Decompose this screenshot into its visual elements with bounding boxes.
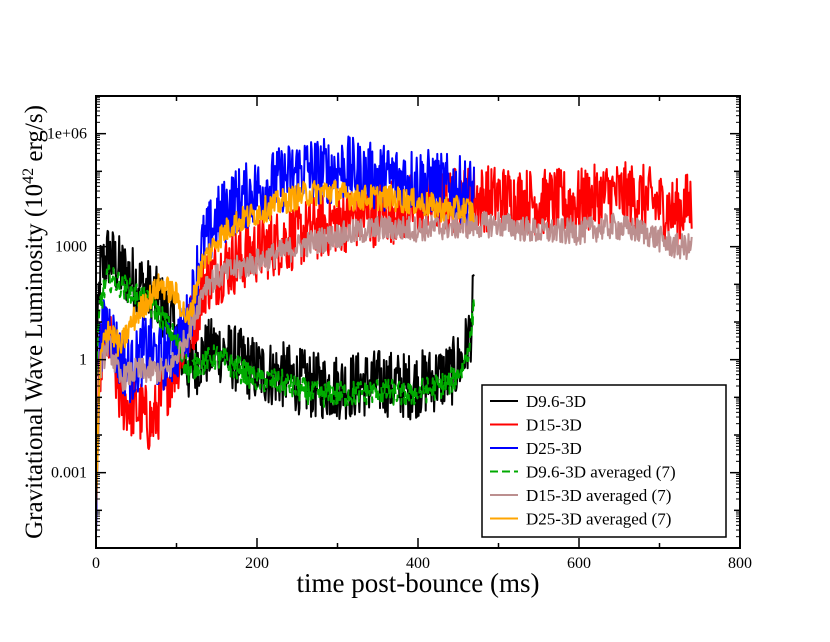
legend-label-3: D9.6-3D averaged (7) (526, 463, 676, 482)
y-axis-label-tail: erg/s) (21, 105, 48, 168)
x-tick-label: 200 (245, 555, 269, 572)
y-axis-label-exponent: 42 (20, 168, 37, 184)
legend-label-0: D9.6-3D (526, 392, 586, 411)
y-tick-label: 0.001 (51, 465, 87, 482)
y-axis-label: Gravitational Wave Luminosity (1042 erg/… (20, 105, 48, 539)
x-axis-label: time post-bounce (ms) (297, 568, 540, 598)
x-tick-label: 600 (567, 555, 591, 572)
series-line-3 (96, 264, 475, 408)
legend-box (481, 384, 727, 538)
y-axis: 0.001 1 1000 1e+06 (47, 95, 740, 549)
y-tick-label: 1 (79, 352, 87, 369)
x-tick-label: 0 (92, 555, 100, 572)
x-tick-label: 400 (406, 555, 430, 572)
legend-label-2: D25-3D (526, 439, 582, 458)
y-tick-label: 1e+06 (47, 126, 87, 143)
series-line-5 (96, 180, 475, 507)
legend: D9.6-3D D15-3D D25-3D D9.6-3D averaged (7) D… (481, 384, 727, 538)
x-tick-label: 800 (728, 555, 752, 572)
series-layer (96, 135, 693, 534)
y-tick-label: 1000 (55, 239, 87, 256)
x-axis: 0 200 400 600 800 (92, 96, 752, 572)
legend-label-4: D15-3D averaged (7) (526, 486, 671, 505)
series-line-4 (96, 210, 693, 523)
legend-label-5: D25-3D averaged (7) (526, 510, 671, 529)
legend-label-1: D15-3D (526, 416, 582, 435)
y-axis-label-base: Gravitational Wave Luminosity (10 (21, 184, 48, 539)
